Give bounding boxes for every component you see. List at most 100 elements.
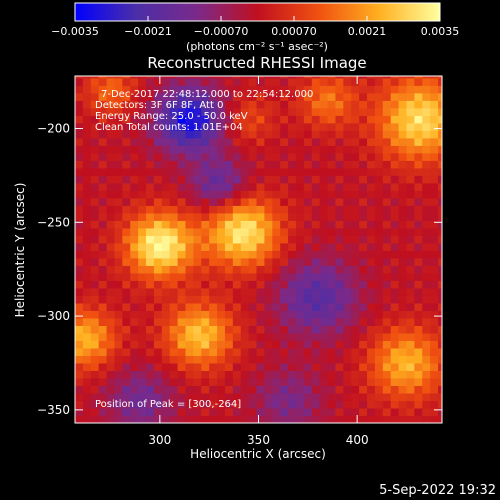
heatmap-cell [335,152,344,161]
heatmap-cell [106,257,115,266]
heatmap-cell [359,107,368,116]
heatmap-cell [193,212,202,221]
heatmap-cell [201,242,210,251]
x-tick-label: 300 [148,433,171,447]
heatmap-cell [438,400,442,409]
heatmap-cell [130,280,139,289]
heatmap-cell [217,347,226,356]
heatmap-cell [240,85,250,94]
heatmap-cell [406,377,415,386]
heatmap-cell [232,167,242,176]
heatmap-cell [359,76,368,79]
heatmap-cell [319,265,329,274]
heatmap-cell [414,362,423,371]
heatmap-cell [351,197,360,206]
heatmap-cell [406,115,415,124]
heatmap-cell [153,287,163,296]
heatmap-cell [414,182,423,191]
heatmap-cell [232,182,242,191]
heatmap-cell [264,310,273,319]
heatmap-cell [138,407,147,416]
heatmap-cell [248,265,258,274]
heatmap-cell [264,325,273,334]
heatmap-cell [311,407,321,416]
heatmap-cell [75,325,84,334]
heatmap-cell [406,347,415,356]
heatmap-cell [422,265,431,274]
heatmap-cell [288,295,297,304]
heatmap-image [75,76,442,423]
heatmap-cell [240,340,250,349]
heatmap-cell [382,280,392,289]
heatmap-cell [75,385,84,394]
heatmap-cell [264,85,273,94]
heatmap-cell [177,332,186,341]
heatmap-cell [390,265,400,274]
heatmap-cell [232,130,242,139]
heatmap-cell [82,137,92,146]
heatmap-cell [272,317,281,326]
heatmap-cell [153,190,163,199]
heatmap-cell [185,152,194,161]
heatmap-cell [256,332,265,341]
heatmap-cell [382,167,392,176]
heatmap-cell [272,100,281,109]
heatmap-cell [138,190,147,199]
heatmap-cell [248,235,258,244]
heatmap-cell [169,310,179,319]
heatmap-cell [106,280,115,289]
heatmap-cell [209,385,218,394]
heatmap-cell [201,370,210,379]
heatmap-cell [367,175,376,184]
heatmap-cell [351,362,360,371]
heatmap-cell [319,175,329,184]
heatmap-cell [382,227,392,236]
heatmap-cell [177,362,186,371]
heatmap-cell [335,370,344,379]
heatmap-cell [319,145,329,154]
heatmap-cell [280,115,289,124]
heatmap-cell [438,317,442,326]
heatmap-cell [295,160,305,169]
heatmap-cell [382,392,392,401]
heatmap-cell [272,115,281,124]
heatmap-cell [114,332,123,341]
heatmap-cell [272,370,281,379]
heatmap-cell [161,77,171,86]
heatmap-cell [272,205,281,214]
heatmap-cell [288,407,297,416]
heatmap-cell [248,370,258,379]
heatmap-cell [138,160,147,169]
heatmap-cell [224,347,234,356]
heatmap-cell [272,392,281,401]
heatmap-cell [114,100,123,109]
heatmap-cell [146,280,155,289]
heatmap-cell [430,205,439,214]
heatmap-cell [161,107,171,116]
heatmap-cell [280,145,289,154]
heatmap-cell [264,76,273,79]
heatmap-cell [75,235,84,244]
heatmap-cell [335,310,344,319]
heatmap-cell [75,347,84,356]
heatmap-cell [106,295,115,304]
heatmap-cell [114,137,123,146]
heatmap-cell [422,242,431,251]
heatmap-cell [98,295,108,304]
heatmap-cell [232,227,242,236]
y-tick-label: −300 [37,309,70,323]
heatmap-cell [122,205,131,214]
heatmap-cell [75,272,84,281]
heatmap-cell [311,385,321,394]
heatmap-cell [303,347,313,356]
heatmap-cell [217,85,226,94]
heatmap-cell [327,385,336,394]
heatmap-cell [82,355,92,364]
heatmap-cell [193,197,202,206]
heatmap-cell [185,130,194,139]
heatmap-cell [335,212,344,221]
heatmap-cell [398,122,407,131]
heatmap-cell [264,190,273,199]
heatmap-cell [319,197,329,206]
heatmap-cell [146,85,155,94]
